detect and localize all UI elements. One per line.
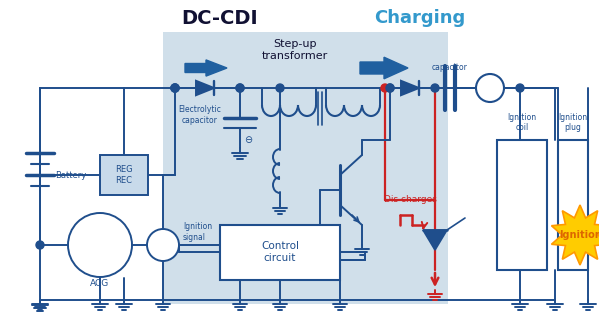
Circle shape [171, 84, 179, 92]
Circle shape [276, 84, 284, 92]
Circle shape [431, 84, 439, 92]
Circle shape [516, 84, 524, 92]
Text: Ignition
coil: Ignition coil [507, 113, 537, 132]
Polygon shape [401, 81, 419, 95]
Text: Dis charges: Dis charges [383, 195, 437, 204]
Text: ACG: ACG [90, 279, 110, 287]
Text: Control
circuit: Control circuit [261, 241, 299, 263]
FancyArrow shape [185, 60, 227, 76]
Circle shape [171, 84, 179, 92]
Circle shape [68, 213, 132, 277]
Bar [100, 155, 148, 195]
Circle shape [36, 241, 44, 249]
Text: REG
REC: REG REC [115, 165, 133, 185]
Text: DC-CDI: DC-CDI [181, 9, 258, 27]
Polygon shape [552, 205, 599, 265]
Circle shape [236, 84, 244, 92]
Circle shape [386, 84, 394, 92]
Bar [220, 225, 340, 280]
Polygon shape [423, 230, 447, 250]
Text: Charging: Charging [374, 9, 465, 27]
Bar [163, 32, 448, 304]
Text: Ignition
signal: Ignition signal [183, 222, 212, 242]
Circle shape [476, 74, 504, 102]
Circle shape [381, 84, 389, 92]
Circle shape [159, 241, 167, 249]
Polygon shape [196, 81, 214, 95]
Text: ⊖: ⊖ [244, 135, 252, 145]
Text: Battery: Battery [55, 171, 86, 180]
Text: Ignition
plug: Ignition plug [558, 113, 588, 132]
Bar [558, 140, 588, 270]
Text: capacitor: capacitor [432, 63, 468, 72]
FancyArrow shape [360, 57, 408, 79]
Text: Ignition: Ignition [559, 230, 599, 240]
Text: Electrolytic
capacitor: Electrolytic capacitor [179, 105, 222, 125]
Circle shape [236, 84, 244, 92]
Circle shape [147, 229, 179, 261]
Text: Step-up
transformer: Step-up transformer [262, 39, 328, 61]
Bar [497, 140, 547, 270]
Circle shape [171, 84, 179, 92]
Circle shape [386, 84, 394, 92]
